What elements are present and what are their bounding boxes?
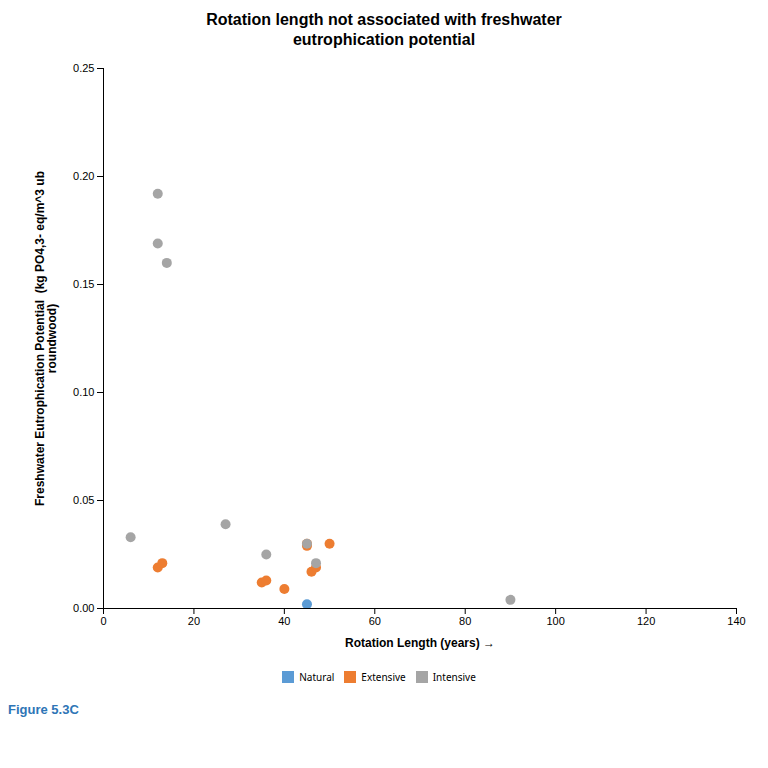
svg-text:0.05: 0.05 [73,494,94,506]
svg-text:80: 80 [459,615,471,627]
svg-text:0.25: 0.25 [73,62,94,74]
svg-text:0.10: 0.10 [73,386,94,398]
html-text:Figure 5.3C: Figure 5.3C [8,702,79,717]
svg-text:40: 40 [278,615,290,627]
svg-text:0.20: 0.20 [73,170,94,182]
svg-text:100: 100 [546,615,564,627]
html-text:Rotation length not associated: Rotation length not associated with fres… [206,11,562,48]
html-text:Natural: Natural [299,669,335,684]
svg-text:0.15: 0.15 [73,278,94,290]
svg-text:0.00: 0.00 [73,602,94,614]
svg-text:120: 120 [637,615,655,627]
svg-text:0: 0 [100,615,106,627]
html-text:Intensive: Intensive [432,669,476,684]
svg-text:Freshwater Eutrophication Pote: Freshwater Eutrophication Potential (kg … [33,171,59,506]
svg-text:Rotation Length (years) →: Rotation Length (years) → [345,636,495,650]
svg-text:20: 20 [188,615,200,627]
html-text:Extensive: Extensive [361,669,406,684]
svg-text:60: 60 [369,615,381,627]
svg-text:140: 140 [727,615,745,627]
